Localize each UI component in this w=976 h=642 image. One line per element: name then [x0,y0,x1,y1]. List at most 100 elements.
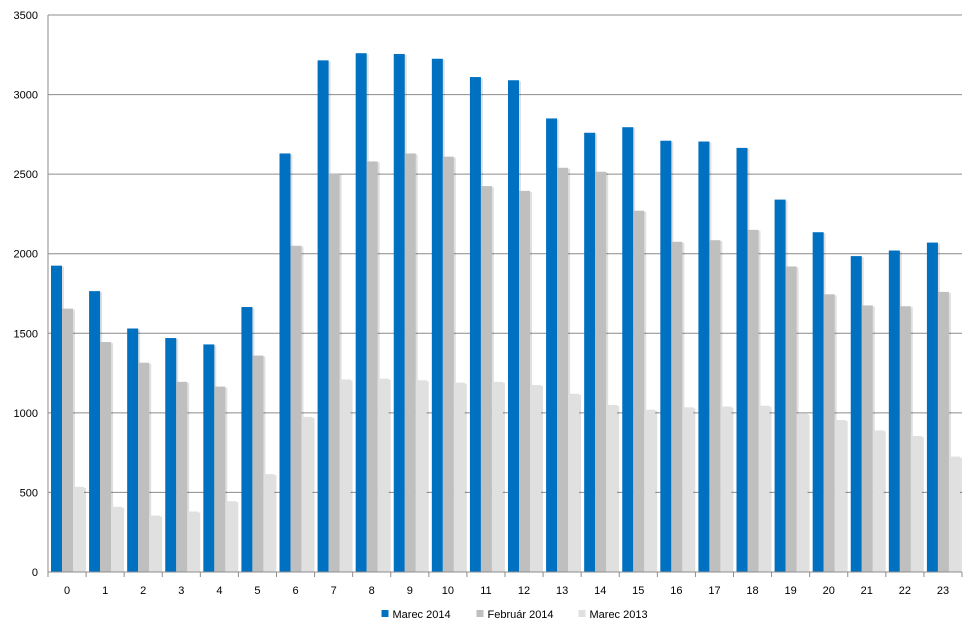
bar [508,80,519,573]
x-tick-label: 13 [556,585,568,597]
bar [774,199,786,572]
bar [557,167,569,572]
bar [709,240,721,573]
bar [530,385,541,572]
bar [671,241,683,572]
bar [290,245,302,572]
bar [149,515,161,572]
bar [622,127,634,573]
bar [948,456,960,572]
bar [51,265,62,572]
bar [62,308,73,572]
bar [393,53,405,573]
bar [328,173,340,572]
gridlines [48,14,962,493]
bar [89,291,101,572]
x-tick-label: 7 [331,585,337,597]
bar [736,147,748,573]
bar [785,266,797,572]
bar [796,413,808,572]
bar [823,294,835,572]
bar [263,474,275,572]
bars-group [51,53,962,573]
x-tick-label: 0 [64,585,70,597]
y-tick-label: 3000 [14,90,38,102]
bar [633,210,645,572]
x-tick-label: 23 [937,585,949,597]
x-tick-label: 21 [861,585,873,597]
bar [595,171,607,572]
bar [758,405,770,572]
y-tick-label: 1000 [14,408,38,420]
x-tick-label: 8 [369,585,375,597]
bar [720,406,732,572]
bar [937,291,949,572]
bar [682,407,694,572]
bar [214,386,226,572]
bar [872,430,884,572]
bar [491,381,503,572]
x-tick-label: 11 [480,585,491,597]
x-tick-label: 14 [594,585,606,597]
bar [301,416,313,572]
bar [317,60,329,572]
bar [73,486,84,572]
bar [812,232,824,573]
bar [888,250,900,572]
x-tick-label: 5 [254,585,260,597]
legend-swatch [381,610,389,617]
bar [926,242,938,572]
legend-label: Marec 2013 [590,609,648,621]
bar [355,53,367,573]
legend: Marec 2014 Február 2014 Marec 2013 [381,609,648,621]
y-tick-label: 2500 [14,169,38,181]
x-tick-label: 3 [178,585,184,597]
y-tick-label: 0 [32,567,38,579]
x-tick-label: 12 [518,585,530,597]
bar [225,501,237,572]
bar [546,118,558,572]
y-tick-label: 3500 [14,10,38,22]
x-tick-label: 4 [216,585,222,597]
legend-swatch [578,610,586,617]
bar [111,506,123,572]
bar [519,190,530,573]
axes [47,15,963,577]
y-tick-label: 1500 [14,328,38,340]
x-tick-label: 6 [292,585,298,597]
bar [861,305,873,572]
y-tick-label: 2000 [14,249,38,261]
x-tick-label: 15 [632,585,644,597]
bar [660,140,672,573]
bar [431,58,443,573]
legend-swatch [476,610,484,617]
bar [453,382,465,572]
x-tick-label: 2 [140,585,146,597]
x-tick-label: 9 [407,585,413,597]
bar [127,328,139,572]
bar [138,362,150,572]
bar [584,132,596,572]
bar [747,229,759,573]
bar [850,256,862,572]
x-tick-label: 22 [899,585,911,597]
bar [910,435,922,572]
x-tick-label: 18 [746,585,758,597]
x-tick-label: 1 [102,585,108,597]
x-tick-label: 17 [708,585,720,597]
bar [339,379,351,572]
bar [442,156,454,572]
x-tick-label: 20 [823,585,835,597]
bar [176,381,188,572]
x-tick-labels: 0 1 2 3 4 5 6 7 8 9 10 11 12 13 14 15 16 17 18 19 20 21 22 23 [64,585,949,597]
y-tick-labels: 0 500 1000 1500 2000 2500 3000 3500 [14,10,38,579]
bar [203,344,215,572]
bar [834,420,846,572]
legend-label: Február 2014 [488,609,554,621]
bar [568,393,580,572]
bar [187,511,199,572]
x-tick-label: 16 [670,585,682,597]
bar [480,186,492,573]
